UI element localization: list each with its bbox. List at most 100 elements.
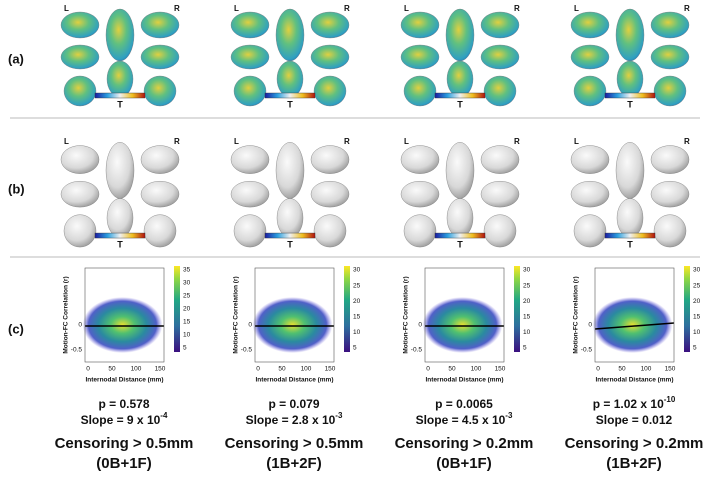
brain-view xyxy=(140,44,180,70)
fit-line xyxy=(594,322,675,330)
brain-view xyxy=(446,198,474,238)
brain-view xyxy=(63,214,97,248)
brain-view xyxy=(400,44,440,70)
y-axis-label: Motion-FC Correlation (r) xyxy=(233,276,240,353)
colorbar-tick-label: 5 xyxy=(523,345,527,352)
brain-view xyxy=(615,8,645,62)
density-cloud xyxy=(592,297,673,353)
x-tick-label: 0 xyxy=(86,366,90,373)
y-tick-label: 0 xyxy=(248,322,252,329)
statistic-text: Slope = 4.5 x 10 xyxy=(416,413,506,427)
colorbar-tick-label: 30 xyxy=(523,267,531,274)
colorbar-tick-label: 30 xyxy=(353,267,361,274)
hemisphere-label: R xyxy=(174,4,180,13)
statistic-text: Slope = 2.8 x 10 xyxy=(246,413,336,427)
colorbar xyxy=(434,232,486,239)
brain-view xyxy=(275,8,305,62)
y-tick-label: -0.5 xyxy=(241,347,253,354)
colorbar xyxy=(94,92,146,99)
brain-view xyxy=(60,145,100,174)
colorbar-tick-label: 20 xyxy=(183,306,191,313)
brain-view xyxy=(480,145,520,174)
brain-view xyxy=(570,11,610,39)
statistic: Slope = 2.8 x 10-3 xyxy=(246,411,343,427)
colorbar-tick-label: 15 xyxy=(183,319,191,326)
panel-title: Censoring > 0.2mm xyxy=(395,435,534,452)
brain-view xyxy=(403,214,437,248)
brain-view xyxy=(310,11,350,39)
colorbar xyxy=(264,232,316,239)
brain-view xyxy=(573,214,607,248)
row-label: (b) xyxy=(8,181,25,196)
panel-subtitle: (0B+1F) xyxy=(436,455,491,472)
brain-view xyxy=(230,180,270,208)
colorbar-tick-label: 25 xyxy=(523,282,531,289)
hemisphere-label: L xyxy=(64,4,69,13)
colorbar-tick-label: 30 xyxy=(693,267,701,274)
x-tick-label: 0 xyxy=(426,366,430,373)
statistic-text: p = 0.0065 xyxy=(435,397,493,411)
statistic-text: Slope = 0.012 xyxy=(596,413,673,427)
plot-frame xyxy=(424,267,505,363)
brain-view xyxy=(276,198,304,238)
brain-view xyxy=(106,60,134,98)
colorbar-tick-label: 10 xyxy=(523,329,531,336)
x-tick-label: 150 xyxy=(495,366,506,373)
hemisphere-label: R xyxy=(344,4,350,13)
colorbar xyxy=(94,232,146,239)
density-cloud xyxy=(422,297,503,353)
brain-view xyxy=(310,180,350,208)
colorbar-label: T xyxy=(287,239,293,249)
exponent: -10 xyxy=(664,395,676,404)
statistic: Slope = 9 x 10-4 xyxy=(81,411,168,427)
brain-view xyxy=(230,11,270,39)
y-tick-label: -0.5 xyxy=(411,347,423,354)
brain-view xyxy=(483,214,517,248)
x-tick-label: 0 xyxy=(256,366,260,373)
hemisphere-label: L xyxy=(574,4,579,13)
brain-view xyxy=(615,142,645,199)
exponent: -4 xyxy=(160,411,168,420)
colorbar xyxy=(604,92,656,99)
colorbar-tick-label: 5 xyxy=(693,345,697,352)
brain-view xyxy=(230,145,270,174)
brain-view xyxy=(313,75,347,107)
colorbar xyxy=(174,266,180,352)
x-tick-label: 100 xyxy=(471,366,482,373)
colorbar-tick-label: 20 xyxy=(693,298,701,305)
plot-frame xyxy=(594,267,675,363)
colorbar-tick-label: 25 xyxy=(183,293,191,300)
density-cloud xyxy=(252,297,333,353)
statistic-text: p = 0.578 xyxy=(98,397,149,411)
y-axis-label: Motion-FC Correlation (r) xyxy=(403,276,410,353)
x-tick-label: 100 xyxy=(131,366,142,373)
colorbar-label: T xyxy=(627,239,633,249)
hemisphere-label: L xyxy=(64,137,69,146)
brain-view xyxy=(233,75,267,107)
panel-subtitle: (1B+2F) xyxy=(606,455,661,472)
brain-view xyxy=(275,142,305,199)
brain-view xyxy=(310,145,350,174)
statistic-text: p = 0.079 xyxy=(268,397,319,411)
brain-view xyxy=(403,75,437,107)
x-tick-label: 0 xyxy=(596,366,600,373)
brain-view xyxy=(480,180,520,208)
brain-view xyxy=(653,214,687,248)
colorbar-tick-label: 15 xyxy=(523,314,531,321)
brain-view xyxy=(570,145,610,174)
statistic-text: p = 1.02 x 10 xyxy=(593,397,664,411)
colorbar-tick-label: 30 xyxy=(183,280,191,287)
exponent: -3 xyxy=(505,411,513,420)
brain-view xyxy=(650,11,690,39)
x-tick-label: 150 xyxy=(665,366,676,373)
colorbar xyxy=(684,266,690,352)
colorbar-label: T xyxy=(457,99,463,109)
hemisphere-label: R xyxy=(684,137,690,146)
brain-view xyxy=(105,142,135,199)
statistic: Slope = 0.012 xyxy=(596,413,673,427)
brain-view xyxy=(400,11,440,39)
hemisphere-label: R xyxy=(514,4,520,13)
colorbar-tick-label: 5 xyxy=(183,345,187,352)
brain-view xyxy=(143,75,177,107)
